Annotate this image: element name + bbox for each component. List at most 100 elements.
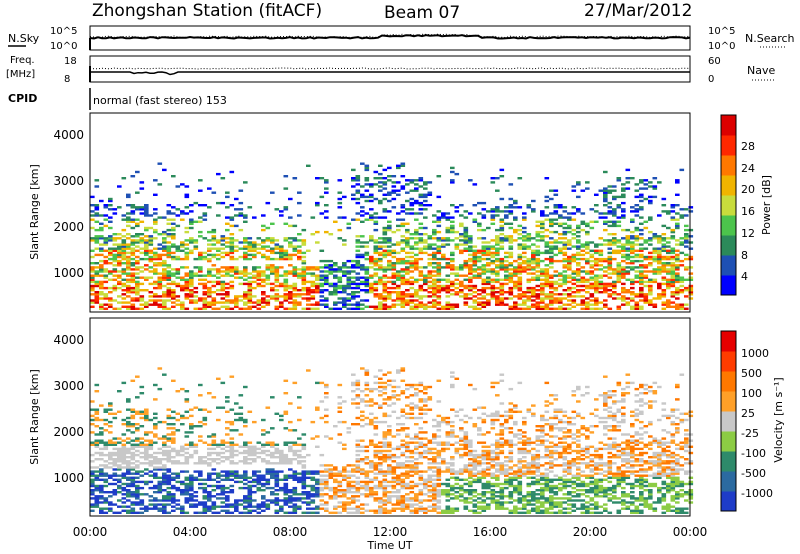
power-range-cell [634, 255, 640, 259]
power-range-cell [432, 284, 437, 288]
power-range-cell [103, 218, 109, 221]
power-range-cell [225, 286, 230, 290]
velocity-range-cell [220, 406, 226, 409]
power-range-cell [117, 307, 122, 310]
power-range-cell [162, 305, 167, 308]
power-range-cell [153, 293, 158, 296]
power-range-cell [603, 197, 608, 201]
power-range-cell [229, 237, 235, 240]
power-range-cell [670, 274, 676, 277]
velocity-range-cell [198, 472, 203, 475]
velocity-range-cell [247, 484, 253, 488]
power-range-cell [162, 291, 167, 294]
power-range-cell [391, 185, 397, 188]
power-range-cell [103, 224, 109, 228]
velocity-range-cell [130, 443, 136, 446]
power-range-cell [427, 243, 433, 246]
power-range-cell [126, 284, 131, 288]
velocity-range-cell [94, 445, 100, 448]
power-range-cell [675, 264, 680, 267]
power-range-cell [144, 276, 149, 279]
power-range-cell [391, 305, 397, 308]
velocity-range-cell [252, 499, 257, 502]
power-range-cell [661, 237, 667, 240]
power-range-cell [585, 284, 590, 288]
velocity-range-cell [171, 379, 176, 382]
velocity-range-cell [382, 435, 388, 438]
power-range-cell [157, 264, 163, 267]
velocity-range-cell [396, 456, 401, 459]
power-range-cell [283, 251, 289, 255]
velocity-range-cell [252, 484, 257, 488]
power-range-cell [355, 295, 361, 298]
velocity-range-cell [351, 495, 356, 498]
velocity-range-cell [117, 460, 122, 463]
power-range-cell [184, 293, 190, 296]
power-range-cell [180, 212, 185, 215]
power-range-cell [270, 251, 275, 255]
power-range-cell [639, 222, 644, 225]
power-range-cell [373, 241, 379, 244]
power-range-cell [684, 245, 689, 248]
velocity-range-cell [382, 474, 388, 477]
power-range-cell [364, 266, 370, 269]
power-range-cell [562, 210, 568, 213]
power-range-cell [162, 239, 167, 242]
power-range-cell [576, 253, 581, 257]
velocity-range-cell [360, 511, 365, 514]
power-range-cell [391, 274, 397, 277]
power-range-cell [675, 289, 680, 292]
power-range-cell [202, 255, 208, 259]
power-range-cell [243, 214, 248, 217]
velocity-range-cell [216, 474, 221, 477]
velocity-range-cell [135, 460, 140, 463]
power-range-cell [193, 286, 199, 290]
velocity-range-cell [166, 476, 172, 479]
velocity-range-cell [207, 507, 212, 510]
power-range-cell [616, 307, 622, 310]
power-range-cell [567, 212, 572, 215]
power-range-cell [148, 303, 154, 306]
velocity-range-cell [121, 453, 127, 457]
power-range-cell [634, 204, 640, 207]
velocity-range-cell [184, 410, 190, 413]
power-range-cell [472, 220, 478, 223]
power-range-cell [468, 212, 473, 215]
power-range-cell [621, 274, 626, 277]
power-range-cell [522, 235, 527, 238]
power-range-cell [409, 307, 415, 310]
velocity-range-cell [396, 503, 401, 506]
power-range-cell [468, 272, 473, 275]
power-range-cell [319, 289, 325, 292]
power-range-cell [238, 228, 244, 232]
velocity-range-cell [166, 460, 172, 463]
velocity-range-cell [220, 486, 226, 490]
power-range-cell [576, 274, 581, 277]
power-range-cell [148, 259, 154, 263]
velocity-range-cell [328, 474, 334, 477]
power-range-cell [463, 286, 469, 290]
velocity-range-cell [180, 387, 185, 391]
power-range-cell [414, 307, 419, 310]
power-range-cell [153, 212, 158, 215]
power-range-cell [382, 266, 388, 269]
power-range-cell [378, 295, 383, 298]
velocity-range-cell [346, 501, 352, 504]
velocity-range-cell [189, 489, 194, 492]
power-range-cell [436, 268, 442, 271]
velocity-range-cell [171, 484, 176, 488]
power-range-cell [535, 266, 541, 269]
power-range-cell [553, 218, 559, 221]
velocity-range-cell [265, 486, 271, 490]
power-range-cell [279, 266, 284, 269]
power-range-cell [468, 297, 473, 300]
velocity-range-cell [319, 416, 325, 420]
velocity-range-cell [324, 414, 329, 418]
velocity-range-cell [189, 427, 194, 430]
velocity-range-cell [189, 505, 194, 508]
velocity-range-cell [94, 466, 100, 469]
power-range-cell [243, 297, 248, 300]
velocity-range-cell [283, 476, 289, 479]
power-range-cell [180, 284, 185, 288]
power-range-cell [144, 239, 149, 242]
